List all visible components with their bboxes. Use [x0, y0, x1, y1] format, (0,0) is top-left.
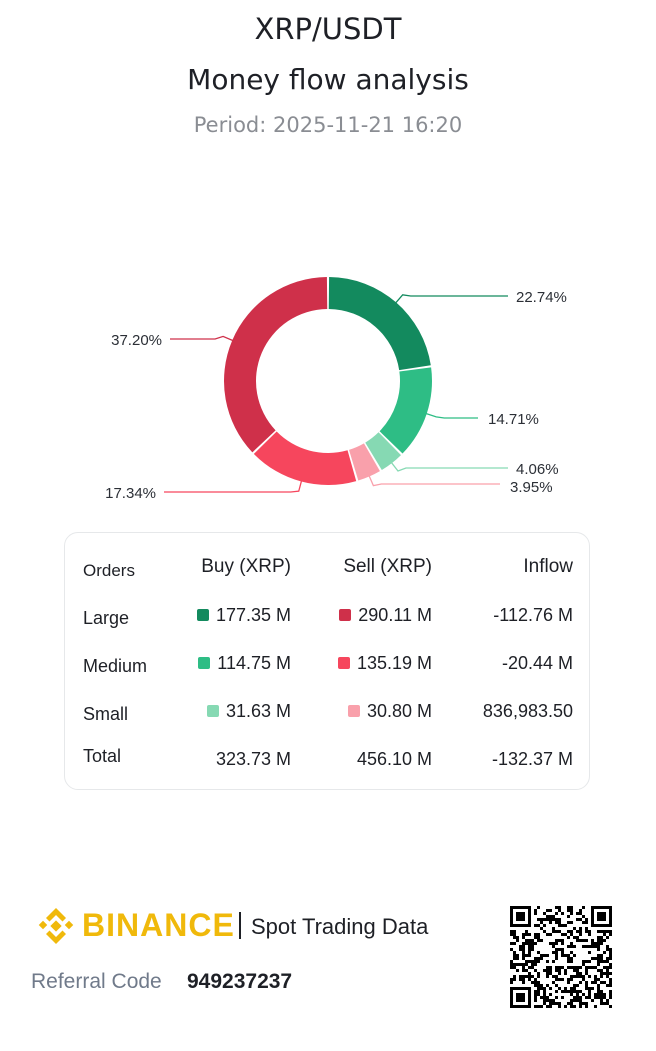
inflow-large: -112.76 M	[493, 605, 573, 625]
sell-total: 456.10 M	[356, 749, 432, 769]
data-label-sell-medium: 17.34%	[105, 485, 156, 502]
slice-sell-small	[348, 443, 380, 481]
slice-buy-large	[328, 277, 431, 371]
referral-code: 949237237	[187, 970, 293, 993]
sell-small-text: 30.80 M	[366, 701, 432, 721]
slice-sell-large	[224, 277, 328, 453]
slice-buy-medium	[379, 367, 433, 454]
sell-medium-swatch	[337, 657, 350, 669]
slice-sell-medium	[253, 431, 357, 485]
data-label-sell-large: 37.20%	[111, 332, 162, 349]
qr-code-icon	[510, 906, 612, 1008]
data-label-sell-small: 3.95%	[510, 479, 553, 496]
binance-logo-icon	[38, 908, 74, 944]
row-label-small: Small	[83, 704, 129, 724]
buy-large-swatch	[196, 609, 209, 621]
inflow-total: -132.37 M	[491, 749, 573, 769]
brand-tagline: Spot Trading Data	[251, 914, 429, 939]
sell-large-swatch	[339, 609, 352, 621]
row-label-total: Total	[83, 746, 122, 766]
sell-medium-value: 135.19 M	[65, 651, 432, 675]
brand-name: BINANCE	[82, 907, 235, 943]
leader-line-sell-medium	[164, 477, 303, 493]
header-buy: Buy (XRP)	[201, 556, 291, 577]
header-sell: Sell (XRP)	[343, 556, 432, 577]
buy-total: 323.73 M	[215, 749, 291, 769]
money-flow-table: Orders Buy (XRP) Sell (XRP) Inflow Large…	[64, 532, 590, 790]
buy-small-swatch	[206, 705, 219, 717]
pair-title: XRP/USDT	[254, 12, 402, 46]
buy-small-value: 31.63 M	[65, 699, 291, 723]
data-label-buy-small: 4.06%	[516, 461, 559, 478]
data-label-buy-medium: 14.71%	[488, 411, 539, 428]
leader-line-buy-small	[388, 459, 508, 472]
sell-small-swatch	[347, 705, 360, 717]
buy-small-text: 31.63 M	[225, 701, 291, 721]
row-label-large: Large	[83, 608, 130, 628]
sell-medium-text: 135.19 M	[356, 653, 432, 673]
leader-line-sell-large	[170, 335, 237, 343]
referral-label: Referral Code	[31, 970, 162, 993]
inflow-medium: -20.44 M	[501, 653, 573, 673]
leader-line-sell-small	[367, 472, 500, 487]
inflow-small: 836,983.50	[482, 701, 573, 721]
sell-small-value: 30.80 M	[65, 699, 432, 723]
leader-line-buy-medium	[422, 411, 478, 419]
header-orders: Orders	[83, 561, 135, 580]
sell-large-value: 290.11 M	[65, 603, 432, 627]
brand-separator	[239, 912, 241, 939]
sell-large-text: 290.11 M	[358, 605, 432, 625]
slice-buy-small	[365, 432, 401, 470]
row-label-medium: Medium	[83, 656, 148, 676]
page-title: Money flow analysis	[187, 63, 469, 96]
money-flow-donut-chart: 22.74% 14.71% 4.06%3.95% 17.34% 37.20%	[105, 277, 567, 502]
buy-medium-text: 114.75 M	[217, 653, 291, 673]
period-label: Period: 2025-11-21 16:20	[193, 113, 463, 137]
header-inflow: Inflow	[523, 556, 573, 577]
buy-medium-value: 114.75 M	[65, 651, 291, 675]
buy-medium-swatch	[198, 657, 211, 669]
data-label-buy-large: 22.74%	[516, 289, 567, 306]
leader-line-buy-large	[393, 294, 508, 306]
buy-large-value: 177.35 M	[65, 603, 291, 627]
buy-large-text: 177.35 M	[215, 605, 291, 625]
